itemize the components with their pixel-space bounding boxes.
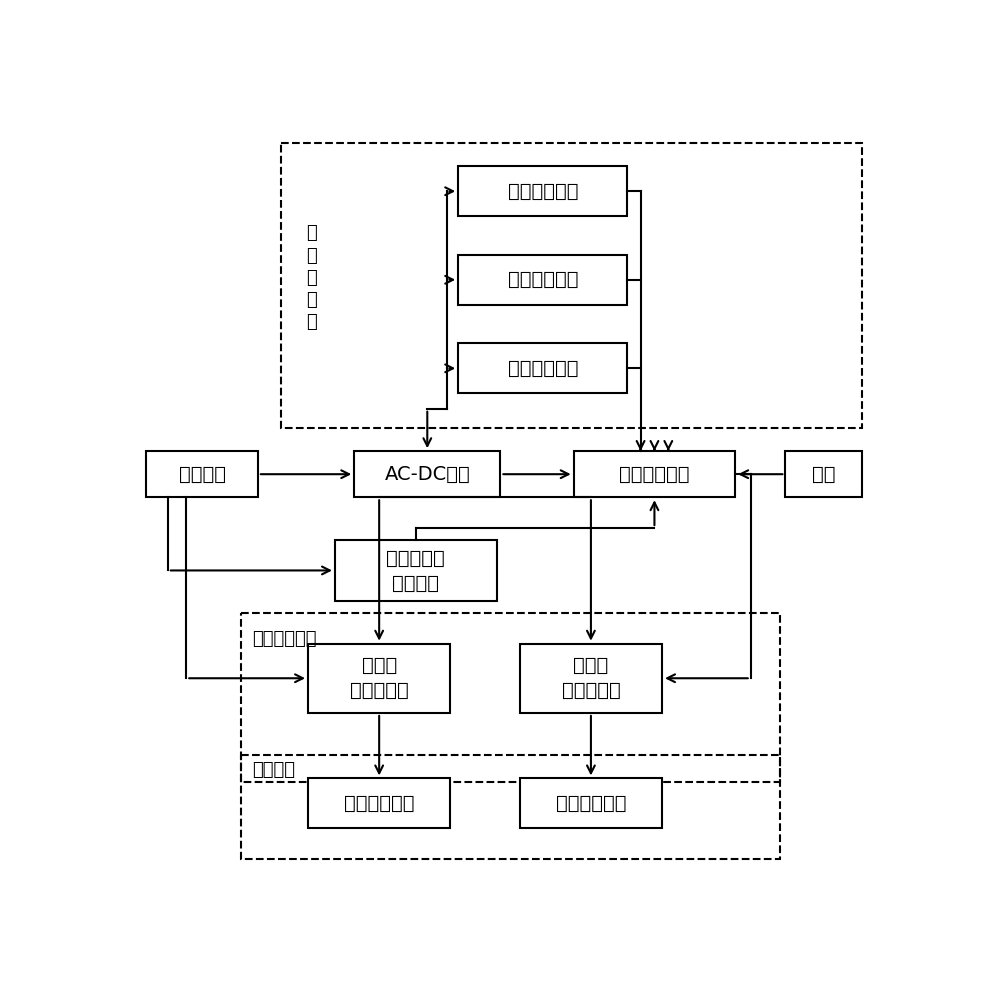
Text: 微控制器模块: 微控制器模块 [620,465,689,484]
Bar [458,343,627,393]
Text: AC-DC模块: AC-DC模块 [384,465,470,484]
Bar [146,451,258,497]
Text: 交流斩波模块: 交流斩波模块 [252,630,317,648]
Bar [335,540,497,601]
Bar [241,755,780,859]
Text: 可控硅
斩波电路二: 可控硅 斩波电路二 [562,656,621,700]
Text: 按键: 按键 [812,465,836,484]
Bar [520,778,662,828]
Bar [355,451,500,497]
Bar [785,451,863,497]
Bar [458,255,627,305]
Text: 温度传感器一: 温度传感器一 [508,182,578,201]
Text: 温度传感器二: 温度传感器二 [508,270,578,289]
Text: 传
感
器
模
块: 传 感 器 模 块 [307,224,317,331]
Bar [308,644,450,713]
Bar [520,644,662,713]
Text: 加热模块: 加热模块 [252,761,295,779]
Text: 陶瓷加热管一: 陶瓷加热管一 [344,794,414,813]
Text: 市电电源: 市电电源 [178,465,225,484]
Bar [308,778,450,828]
Text: 交流过零点
检测电路: 交流过零点 检测电路 [386,548,445,592]
Text: 流量传感器一: 流量传感器一 [508,359,578,378]
Text: 可控硅
斩波电路一: 可控硅 斩波电路一 [350,656,408,700]
Text: 陶瓷加热管二: 陶瓷加热管二 [556,794,626,813]
Bar [574,451,735,497]
Bar [458,166,627,216]
Bar [281,143,863,428]
Bar [241,613,780,782]
